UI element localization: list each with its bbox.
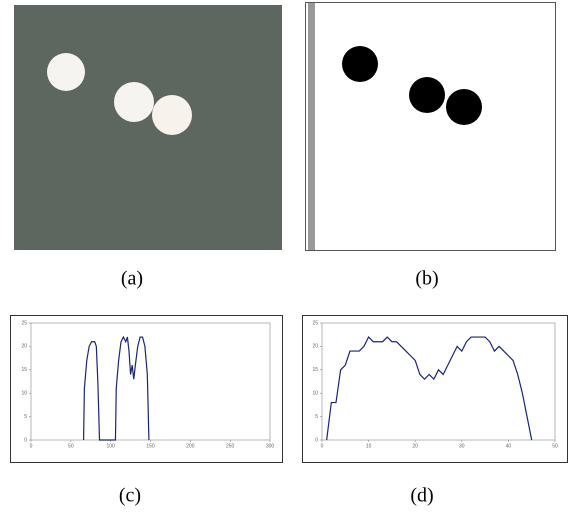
y-tick-label: 25 — [21, 320, 27, 326]
x-tick-label: 100 — [106, 443, 115, 449]
binary-image — [306, 3, 556, 251]
panel-label: (c) — [119, 485, 141, 507]
x-tick-label: 30 — [459, 443, 465, 449]
plot-area — [31, 323, 270, 440]
photo-background — [14, 5, 282, 250]
blob — [446, 89, 482, 125]
panel-label: (d) — [410, 485, 433, 507]
image-border — [308, 3, 315, 250]
x-tick-label: 0 — [30, 443, 33, 449]
x-tick-label: 150 — [146, 443, 155, 449]
y-tick-label: 15 — [312, 367, 318, 373]
y-tick-label: 0 — [315, 437, 318, 443]
y-tick-label: 0 — [24, 437, 27, 443]
x-tick-label: 40 — [506, 443, 512, 449]
x-tick-label: 200 — [186, 443, 195, 449]
x-tick-label: 50 — [68, 443, 74, 449]
chart-frame — [303, 316, 568, 463]
panel-label: (b) — [415, 268, 438, 290]
disc — [114, 82, 154, 122]
x-tick-label: 20 — [412, 443, 418, 449]
x-tick-label: 50 — [552, 443, 558, 449]
data-line — [327, 337, 532, 440]
figure: (a) (b) (c) (d) 051015202505010015020025… — [0, 0, 570, 516]
x-tick-label: 10 — [366, 443, 372, 449]
y-tick-label: 5 — [315, 414, 318, 420]
y-tick-label: 20 — [312, 344, 318, 350]
x-tick-label: 250 — [226, 443, 235, 449]
chart-frame — [11, 316, 283, 463]
disc — [152, 95, 192, 135]
y-tick-label: 20 — [21, 344, 27, 350]
y-tick-label: 5 — [24, 414, 27, 420]
page: {"panels": ["(a)", "(b)", "(c)", "(d)"],… — [0, 0, 570, 516]
x-tick-label: 0 — [321, 443, 324, 449]
y-tick-label: 10 — [21, 391, 27, 397]
y-tick-label: 15 — [21, 367, 27, 373]
blob — [409, 77, 445, 113]
blob — [342, 46, 378, 82]
y-tick-label: 10 — [312, 391, 318, 397]
panel-label: (a) — [121, 268, 143, 290]
x-tick-label: 300 — [266, 443, 275, 449]
disc — [47, 53, 85, 91]
y-tick-label: 25 — [312, 320, 318, 326]
data-line — [84, 337, 149, 440]
